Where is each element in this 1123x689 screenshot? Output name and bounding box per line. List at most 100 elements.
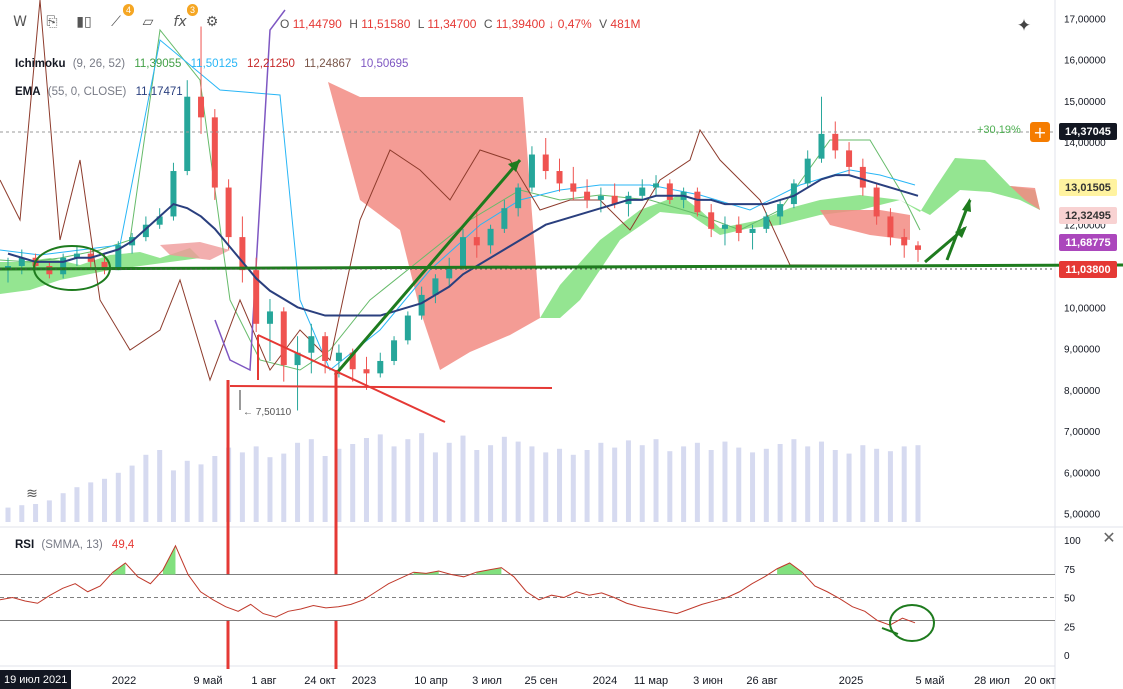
rsi-legend[interactable]: RSI (SMMA, 13) 49,4 (15, 539, 134, 551)
candle-body (763, 216, 770, 229)
function-icon: fx (173, 14, 187, 30)
chart-toolbar: W ⎘ ▮▯ ⟋ 4 ▱ fx 3 ⚙ (6, 4, 226, 38)
arrow-head (508, 160, 520, 172)
ai-sparkle-button[interactable]: ✦ (1010, 12, 1038, 40)
price-tag: 11,03800 (1059, 261, 1117, 278)
low-marker-label: ← 7,50110 (243, 407, 292, 418)
volume-bar (253, 446, 259, 522)
rsi-overbought-fill (777, 563, 803, 575)
arrow-head (955, 226, 967, 238)
candle-body (73, 253, 80, 258)
candle-body (115, 245, 122, 271)
highlight-circle (889, 604, 935, 642)
ichimoku-value-1: 11,39055 (134, 58, 182, 70)
time-tick-label: 5 май (916, 675, 945, 687)
time-tick-label: 10 апр (414, 675, 447, 687)
candle-body (873, 187, 880, 217)
ema-legend[interactable]: EMA (55, 0, CLOSE) 11,17471 (15, 86, 189, 98)
candle-body (584, 191, 591, 200)
volume-bar (639, 445, 645, 522)
trend-arrow (333, 159, 522, 376)
volume-bar (60, 493, 66, 522)
ichimoku-value-2: 11,50125 (190, 58, 238, 70)
layers-icon[interactable]: ≋ (26, 486, 38, 502)
volume-bar (529, 446, 535, 522)
candle-body (653, 183, 660, 188)
candle-body (639, 187, 646, 196)
rsi-value: 49,4 (111, 539, 135, 551)
candle-body (846, 150, 853, 167)
candle-body (418, 294, 425, 316)
ema-line (7, 174, 919, 317)
price-tick-label: 9,00000 (1064, 345, 1101, 356)
candle-body (777, 204, 784, 217)
indicators-button[interactable]: fx 3 (166, 4, 198, 36)
ichimoku-value-3: 12,21250 (246, 58, 295, 70)
volume-bar (295, 442, 301, 522)
price-tick-label: 15,00000 (1064, 97, 1106, 108)
ichimoku-legend[interactable]: Ichimoku (9, 26, 52) 11,39055 11,50125 1… (15, 58, 414, 70)
volume-bar (874, 448, 880, 522)
templates-button[interactable]: ▱ (134, 8, 162, 36)
time-tick-label: 3 июн (693, 675, 723, 687)
candle-body (349, 352, 356, 370)
price-tick-label: 10,00000 (1064, 303, 1106, 314)
rsi-line (0, 544, 916, 626)
volume-bar (598, 442, 604, 522)
add-alert-button[interactable]: + (1030, 122, 1050, 142)
candle-body (528, 154, 535, 188)
candle-body (597, 195, 604, 200)
volume-bar (143, 454, 149, 522)
drawings-button[interactable]: ⟋ 4 (102, 4, 134, 36)
volume-bar (363, 438, 369, 522)
rsi-tick-label: 25 (1064, 622, 1076, 633)
kumo-bearish (160, 242, 230, 260)
rsi-tick-label: 100 (1064, 536, 1081, 547)
candle-body (308, 336, 315, 353)
interval-label: W (13, 14, 27, 30)
price-tick-label: 7,00000 (1064, 427, 1101, 438)
candle-body (294, 352, 301, 366)
volume-bar (88, 482, 94, 522)
ema-params: (55, 0, CLOSE) (47, 86, 127, 98)
volume-value: 481M (610, 17, 641, 31)
candle-body (404, 315, 411, 341)
percent-change-label: +30,19% (977, 124, 1021, 136)
volume-bar (170, 470, 176, 522)
ema-value: 11,17471 (135, 86, 183, 98)
volume-bar (308, 439, 314, 522)
volume-bar (405, 439, 411, 522)
plus-icon: + (1033, 122, 1047, 142)
interval-button[interactable]: W (6, 8, 34, 36)
candle-body (487, 228, 494, 246)
chart-type-button[interactable]: ▮▯ (70, 8, 98, 36)
volume-bar (777, 444, 783, 522)
kumo-bullish (540, 158, 1040, 318)
open-key: O (280, 17, 290, 31)
candle-body (721, 224, 728, 229)
high-key: H (349, 17, 358, 31)
candle-body (335, 352, 342, 361)
rsi-overbought-fill (476, 567, 502, 575)
volume-bar (584, 450, 590, 522)
compare-button[interactable]: ⎘ (38, 8, 66, 36)
volume-bar (33, 504, 39, 522)
volume-bar (446, 442, 452, 522)
volume-bar (322, 456, 328, 522)
volume-bar (129, 465, 135, 522)
candle-body (211, 117, 218, 188)
settings-button[interactable]: ⚙ (198, 8, 226, 36)
close-pane-button[interactable]: ✕ (1100, 528, 1118, 547)
volume-bar (501, 436, 507, 522)
candle-body (225, 187, 232, 238)
ohlc-legend: O 11,44790 H 11,51580 L 11,34700 C 11,39… (276, 17, 640, 31)
volume-bar (474, 450, 480, 522)
price-tick-label: 17,00000 (1064, 14, 1106, 25)
volume-bar (860, 445, 866, 522)
ema-name: EMA (15, 86, 41, 98)
sliders-icon: ⚙ (205, 14, 219, 30)
rsi-params: (SMMA, 13) (41, 539, 103, 551)
ichimoku-params: (9, 26, 52) (72, 58, 126, 70)
volume-bar (791, 439, 797, 522)
